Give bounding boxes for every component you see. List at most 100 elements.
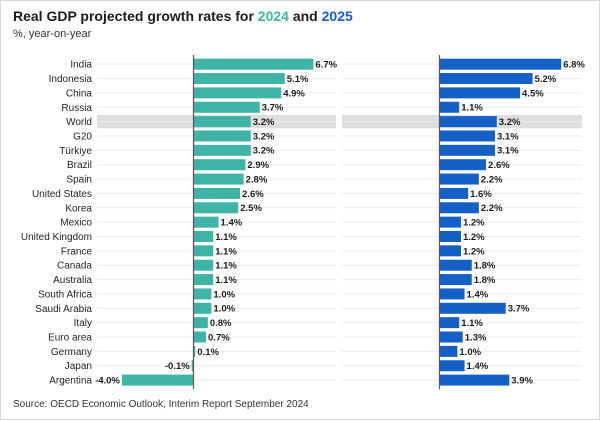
bar-2025-indonesia: [439, 73, 533, 85]
category-label-japan: Japan: [65, 361, 92, 372]
data-label-2025-south-africa: 1.4%: [467, 289, 489, 300]
category-label-germany: Germany: [51, 347, 92, 358]
bar-2024-united-kingdom: [193, 231, 214, 242]
data-label-2024-mexico: 1.4%: [221, 218, 243, 229]
bar-2024-china: [193, 87, 282, 99]
data-label-2024-argentina: -4.0%: [95, 376, 120, 387]
category-label-india: India: [70, 60, 92, 71]
title-year-2024: 2024: [257, 8, 289, 24]
category-label-russia: Russia: [61, 103, 92, 114]
title-prefix: Real GDP projected growth rates for: [13, 8, 258, 24]
data-label-2024-italy: 0.8%: [210, 318, 232, 329]
data-label-2025-korea: 2.2%: [481, 203, 503, 214]
data-label-2024-japan: -0.1%: [165, 361, 190, 372]
bar-2025-india: [439, 58, 562, 70]
data-label-2024-korea: 2.5%: [240, 203, 262, 214]
data-label-2025-china: 4.5%: [522, 88, 544, 99]
data-label-2024-world: 3.2%: [253, 117, 275, 128]
category-label-south-africa: South Africa: [38, 289, 92, 300]
category-label-canada: Canada: [57, 261, 92, 272]
data-label-2025-turkiye: 3.1%: [497, 146, 519, 157]
category-label-australia: Australia: [53, 275, 92, 286]
data-label-2025-united-states: 1.6%: [470, 189, 492, 200]
bar-2024-united-states: [193, 187, 241, 199]
bar-2024-russia: [193, 101, 260, 113]
title-year-2025: 2025: [321, 8, 353, 24]
data-label-2025-g20: 3.1%: [497, 131, 519, 142]
data-label-2025-argentina: 3.9%: [511, 376, 533, 387]
data-label-2024-turkiye: 3.2%: [253, 146, 275, 157]
data-label-2025-japan: 1.4%: [467, 361, 489, 372]
data-label-2024-south-africa: 1.0%: [213, 289, 235, 300]
category-label-united-states: United States: [32, 189, 92, 200]
bar-2024-spain: [193, 173, 244, 185]
bar-2025-argentina: [439, 374, 510, 386]
bar-2025-united-states: [439, 187, 469, 199]
data-label-2025-euro-area: 1.3%: [465, 332, 487, 343]
bar-2024-canada: [193, 259, 214, 271]
data-label-2024-united-kingdom: 1.1%: [215, 232, 237, 243]
category-label-indonesia: Indonesia: [49, 74, 93, 85]
category-label-world: World: [66, 117, 92, 128]
data-label-2024-euro-area: 0.7%: [208, 332, 230, 343]
bar-2024-germany: [193, 345, 196, 357]
bar-2024-japan: [191, 360, 194, 372]
bar-2025-japan: [439, 360, 465, 372]
category-label-argentina: Argentina: [49, 376, 92, 387]
bar-2025-world: [439, 116, 497, 128]
bar-2024-australia: [193, 274, 214, 286]
bar-2025-mexico: [439, 216, 461, 228]
category-label-united-kingdom: United Kingdom: [21, 232, 92, 243]
category-label-euro-area: Euro area: [48, 333, 92, 344]
bar-2024-indonesia: [193, 73, 285, 85]
bar-2025-spain: [439, 173, 479, 185]
data-label-2024-united-states: 2.6%: [242, 189, 264, 200]
data-label-2025-brazil: 2.6%: [488, 160, 510, 171]
bar-2024-mexico: [193, 216, 219, 228]
data-label-2025-italy: 1.1%: [461, 318, 483, 329]
bar-2025-france: [439, 245, 461, 257]
category-label-g20: G20: [73, 131, 92, 142]
category-label-turkiye: Türkiye: [59, 146, 92, 157]
data-label-2024-indonesia: 5.1%: [287, 74, 309, 85]
bar-2025-south-africa: [439, 288, 465, 300]
data-label-2024-australia: 1.1%: [215, 275, 237, 286]
bar-2024-south-africa: [193, 288, 212, 300]
data-label-2024-france: 1.1%: [215, 246, 237, 257]
data-label-2024-brazil: 2.9%: [247, 160, 269, 171]
bar-2024-world: [193, 116, 251, 128]
category-label-france: France: [61, 246, 93, 257]
data-label-2025-india: 6.8%: [563, 60, 585, 71]
data-label-2025-spain: 2.2%: [481, 174, 503, 185]
source-note: Source: OECD Economic Outlook, Interim R…: [13, 399, 309, 410]
data-label-2024-canada: 1.1%: [215, 261, 237, 272]
bar-2024-argentina: [121, 374, 194, 386]
category-label-italy: Italy: [74, 318, 92, 329]
data-label-2025-germany: 1.0%: [459, 347, 481, 358]
category-label-brazil: Brazil: [67, 160, 92, 171]
bar-2024-korea: [193, 202, 239, 214]
data-label-2025-indonesia: 5.2%: [535, 74, 557, 85]
bar-2024-india: [193, 58, 314, 70]
data-label-2025-united-kingdom: 1.2%: [463, 232, 485, 243]
bar-2024-g20: [193, 130, 251, 142]
bar-2024-italy: [193, 317, 208, 329]
data-label-2025-world: 3.2%: [499, 117, 521, 128]
bar-2025-g20: [439, 130, 495, 142]
bar-2025-italy: [439, 317, 460, 329]
bar-2024-brazil: [193, 159, 246, 171]
chart-title: Real GDP projected growth rates for 2024…: [13, 8, 353, 24]
data-label-2024-india: 6.7%: [315, 60, 337, 71]
bar-2025-turkiye: [439, 144, 495, 156]
category-label-spain: Spain: [66, 175, 92, 186]
category-label-china: China: [66, 88, 93, 99]
data-label-2024-g20: 3.2%: [253, 131, 275, 142]
data-label-2025-france: 1.2%: [463, 246, 485, 257]
data-label-2025-mexico: 1.2%: [463, 218, 485, 229]
bar-2025-china: [439, 87, 521, 99]
data-label-2025-canada: 1.8%: [474, 261, 496, 272]
data-label-2024-saudi-arabia: 1.0%: [213, 304, 235, 315]
bar-2025-australia: [439, 274, 472, 286]
